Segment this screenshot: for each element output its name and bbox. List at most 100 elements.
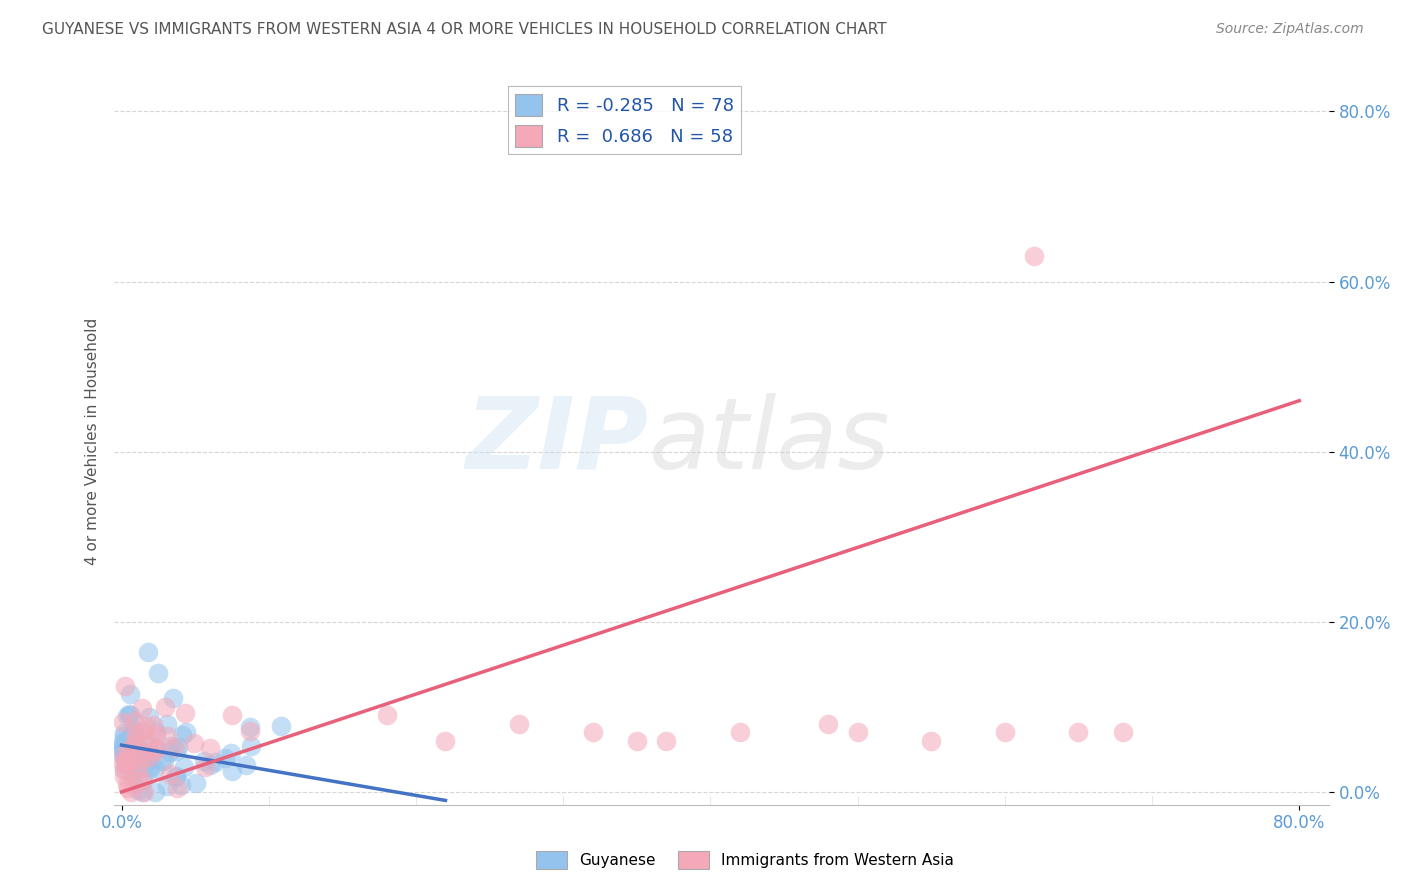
Point bbox=[132, 747, 155, 761]
Point bbox=[920, 734, 942, 748]
Point bbox=[143, 761, 166, 775]
Point bbox=[204, 755, 226, 769]
Point bbox=[165, 769, 187, 783]
Point bbox=[118, 751, 141, 765]
Point bbox=[153, 754, 176, 768]
Point bbox=[434, 734, 457, 748]
Point bbox=[136, 754, 159, 768]
Point bbox=[118, 708, 141, 723]
Point bbox=[145, 740, 167, 755]
Point bbox=[132, 724, 155, 739]
Point bbox=[127, 783, 149, 797]
Point bbox=[270, 719, 292, 733]
Point bbox=[153, 700, 176, 714]
Point bbox=[156, 729, 179, 743]
Point bbox=[127, 726, 149, 740]
Point bbox=[582, 725, 605, 739]
Point bbox=[817, 717, 839, 731]
Point bbox=[127, 773, 149, 788]
Point bbox=[117, 749, 139, 764]
Point bbox=[111, 739, 134, 754]
Point bbox=[114, 738, 136, 752]
Point bbox=[135, 719, 157, 733]
Point bbox=[115, 709, 138, 723]
Point bbox=[118, 731, 141, 746]
Point bbox=[148, 665, 170, 680]
Point bbox=[112, 762, 135, 776]
Point bbox=[159, 745, 181, 759]
Point bbox=[112, 749, 135, 764]
Point bbox=[150, 754, 173, 768]
Point bbox=[156, 779, 179, 793]
Point bbox=[111, 738, 134, 752]
Legend: R = -0.285   N = 78, R =  0.686   N = 58: R = -0.285 N = 78, R = 0.686 N = 58 bbox=[508, 87, 741, 154]
Point bbox=[183, 736, 205, 750]
Point bbox=[125, 737, 148, 751]
Point bbox=[136, 644, 159, 658]
Point bbox=[221, 764, 243, 778]
Point bbox=[112, 749, 135, 764]
Point bbox=[176, 725, 198, 739]
Point bbox=[159, 739, 181, 754]
Point bbox=[134, 745, 156, 759]
Point bbox=[112, 748, 135, 763]
Point bbox=[115, 777, 138, 791]
Point bbox=[172, 728, 194, 742]
Point bbox=[125, 734, 148, 748]
Point bbox=[115, 757, 138, 772]
Point bbox=[114, 754, 136, 768]
Y-axis label: 4 or more Vehicles in Household: 4 or more Vehicles in Household bbox=[86, 318, 100, 565]
Point bbox=[120, 753, 142, 767]
Point bbox=[221, 707, 243, 722]
Point bbox=[166, 780, 188, 795]
Point bbox=[156, 717, 179, 731]
Point bbox=[165, 770, 187, 784]
Point bbox=[117, 732, 139, 747]
Point bbox=[121, 770, 143, 784]
Point bbox=[112, 726, 135, 740]
Point bbox=[115, 732, 138, 747]
Text: atlas: atlas bbox=[648, 392, 890, 490]
Point bbox=[1067, 725, 1090, 739]
Point bbox=[131, 785, 153, 799]
Point bbox=[375, 708, 398, 723]
Point bbox=[198, 758, 221, 772]
Point bbox=[128, 759, 150, 773]
Point bbox=[122, 723, 145, 738]
Point bbox=[626, 734, 648, 748]
Point bbox=[994, 725, 1017, 739]
Point bbox=[124, 756, 146, 770]
Point bbox=[655, 734, 678, 748]
Point bbox=[170, 778, 193, 792]
Point bbox=[111, 756, 134, 771]
Point bbox=[145, 728, 167, 742]
Point bbox=[115, 746, 138, 760]
Point bbox=[118, 731, 141, 745]
Point bbox=[162, 691, 184, 706]
Point bbox=[239, 720, 262, 734]
Point bbox=[131, 772, 153, 787]
Point bbox=[120, 748, 142, 763]
Text: GUYANESE VS IMMIGRANTS FROM WESTERN ASIA 4 OR MORE VEHICLES IN HOUSEHOLD CORRELA: GUYANESE VS IMMIGRANTS FROM WESTERN ASIA… bbox=[42, 22, 887, 37]
Point bbox=[131, 700, 153, 714]
Point bbox=[124, 747, 146, 762]
Point bbox=[159, 767, 181, 781]
Point bbox=[508, 717, 530, 731]
Point bbox=[200, 740, 222, 755]
Point bbox=[122, 714, 145, 728]
Point bbox=[184, 776, 207, 790]
Point bbox=[846, 725, 869, 739]
Point bbox=[128, 742, 150, 756]
Point bbox=[139, 735, 162, 749]
Point bbox=[138, 750, 160, 764]
Text: Source: ZipAtlas.com: Source: ZipAtlas.com bbox=[1216, 22, 1364, 37]
Point bbox=[219, 746, 242, 760]
Point bbox=[163, 739, 186, 754]
Point bbox=[122, 764, 145, 779]
Point bbox=[132, 772, 155, 787]
Point bbox=[214, 750, 236, 764]
Point bbox=[166, 744, 188, 758]
Point bbox=[139, 747, 162, 761]
Point bbox=[143, 785, 166, 799]
Point bbox=[122, 739, 145, 753]
